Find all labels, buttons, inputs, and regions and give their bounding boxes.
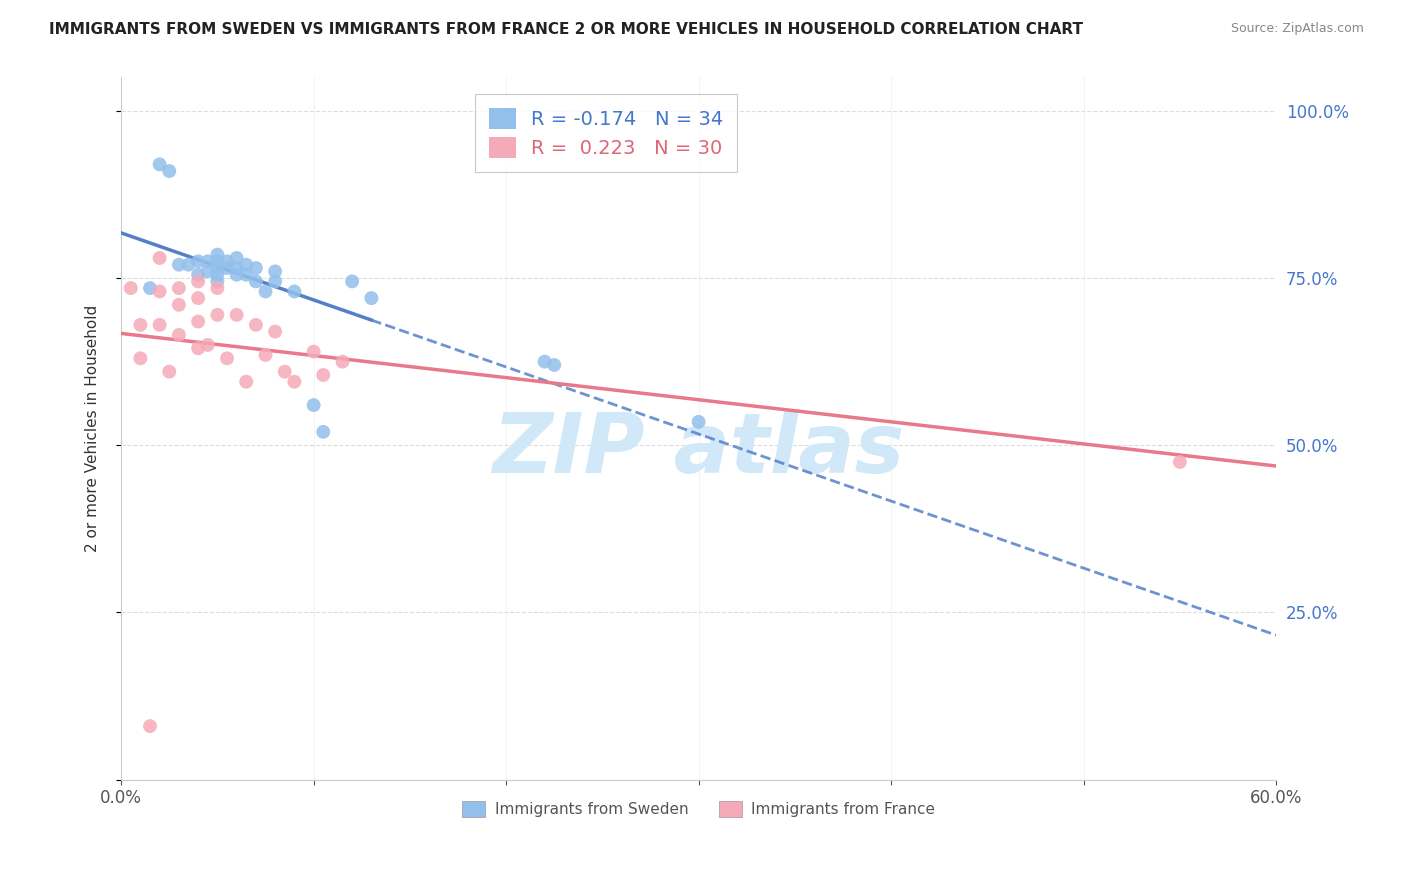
Point [264,264,287,278]
Point [332,354,354,368]
Point [225,308,247,322]
Point [129,351,152,366]
Point [245,274,267,288]
Point [149,318,172,332]
Point [207,281,229,295]
Point [207,254,229,268]
Point [235,375,257,389]
Text: Source: ZipAtlas.com: Source: ZipAtlas.com [1230,22,1364,36]
Point [187,291,209,305]
Point [207,268,229,282]
Point [245,260,267,275]
Point [129,318,152,332]
Point [245,318,267,332]
Point [302,398,325,412]
Point [207,247,229,261]
Point [177,258,200,272]
Point [187,274,209,288]
Point [1168,455,1191,469]
Point [157,164,180,178]
Legend: Immigrants from Sweden, Immigrants from France: Immigrants from Sweden, Immigrants from … [454,793,942,824]
Text: ZIP atlas: ZIP atlas [492,409,904,490]
Point [235,268,257,282]
Point [157,365,180,379]
Point [225,260,247,275]
Point [264,274,287,288]
Point [215,254,238,268]
Point [149,251,172,265]
Point [340,274,363,288]
Point [264,325,287,339]
Point [225,251,247,265]
Point [187,314,209,328]
Point [139,281,162,295]
Point [167,281,190,295]
Point [225,268,247,282]
Point [283,375,305,389]
Y-axis label: 2 or more Vehicles in Household: 2 or more Vehicles in Household [86,305,100,552]
Point [360,291,382,305]
Point [302,344,325,359]
Point [187,341,209,355]
Point [215,260,238,275]
Point [235,258,257,272]
Point [254,348,277,362]
Point [533,354,555,368]
Point [688,415,710,429]
Point [167,298,190,312]
Point [197,264,219,278]
Point [167,327,190,342]
Point [207,274,229,288]
Point [197,254,219,268]
Text: IMMIGRANTS FROM SWEDEN VS IMMIGRANTS FROM FRANCE 2 OR MORE VEHICLES IN HOUSEHOLD: IMMIGRANTS FROM SWEDEN VS IMMIGRANTS FRO… [49,22,1083,37]
Point [312,368,335,382]
Point [254,285,277,299]
Point [187,254,209,268]
Point [312,425,335,439]
Point [274,365,297,379]
Point [207,260,229,275]
Point [167,258,190,272]
Point [139,719,162,733]
Point [207,308,229,322]
Point [197,338,219,352]
Point [149,285,172,299]
Point [149,157,172,171]
Point [283,285,305,299]
Point [120,281,142,295]
Point [187,268,209,282]
Point [215,351,238,366]
Point [543,358,565,372]
